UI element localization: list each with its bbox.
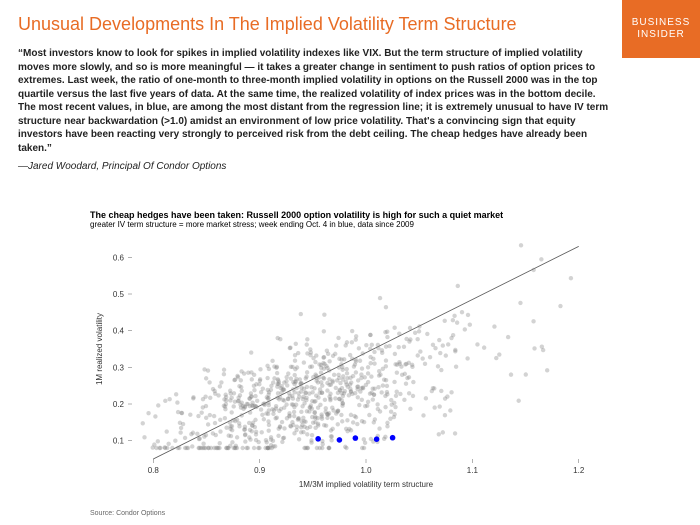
svg-text:0.2: 0.2 xyxy=(113,400,125,409)
page-title: Unusual Developments In The Implied Vola… xyxy=(0,0,700,35)
svg-text:1M realized volatility: 1M realized volatility xyxy=(95,313,104,385)
business-insider-logo: BUSINESS INSIDER xyxy=(622,0,700,58)
quote-text: “Most investors know to look for spikes … xyxy=(0,35,700,159)
logo-line-1: BUSINESS xyxy=(632,17,691,29)
scatter-chart: The cheap hedges have been taken: Russel… xyxy=(90,210,610,510)
svg-text:0.6: 0.6 xyxy=(113,253,125,262)
chart-subtitle: greater IV term structure = more market … xyxy=(90,220,610,229)
svg-text:0.9: 0.9 xyxy=(254,466,266,475)
chart-title: The cheap hedges have been taken: Russel… xyxy=(90,210,610,220)
svg-text:0.5: 0.5 xyxy=(113,290,125,299)
svg-text:1.1: 1.1 xyxy=(467,466,479,475)
quote-attribution: —Jared Woodard, Principal Of Condor Opti… xyxy=(0,159,700,180)
logo-line-2: INSIDER xyxy=(637,29,685,41)
svg-text:0.8: 0.8 xyxy=(148,466,160,475)
svg-text:0.3: 0.3 xyxy=(113,363,125,372)
svg-text:1M/3M implied volatility term: 1M/3M implied volatility term structure xyxy=(299,480,434,489)
chart-source: Source: Condor Options xyxy=(90,510,165,517)
svg-text:1.0: 1.0 xyxy=(360,466,372,475)
svg-text:0.1: 0.1 xyxy=(113,437,125,446)
scatter-svg: 0.8 0.9 1.0 1.1 1.2 0.1 0.2 0.3 0.4 0.5 0.6 1M/3M i… xyxy=(90,233,610,493)
svg-text:0.4: 0.4 xyxy=(113,327,125,336)
svg-text:1.2: 1.2 xyxy=(573,466,585,475)
